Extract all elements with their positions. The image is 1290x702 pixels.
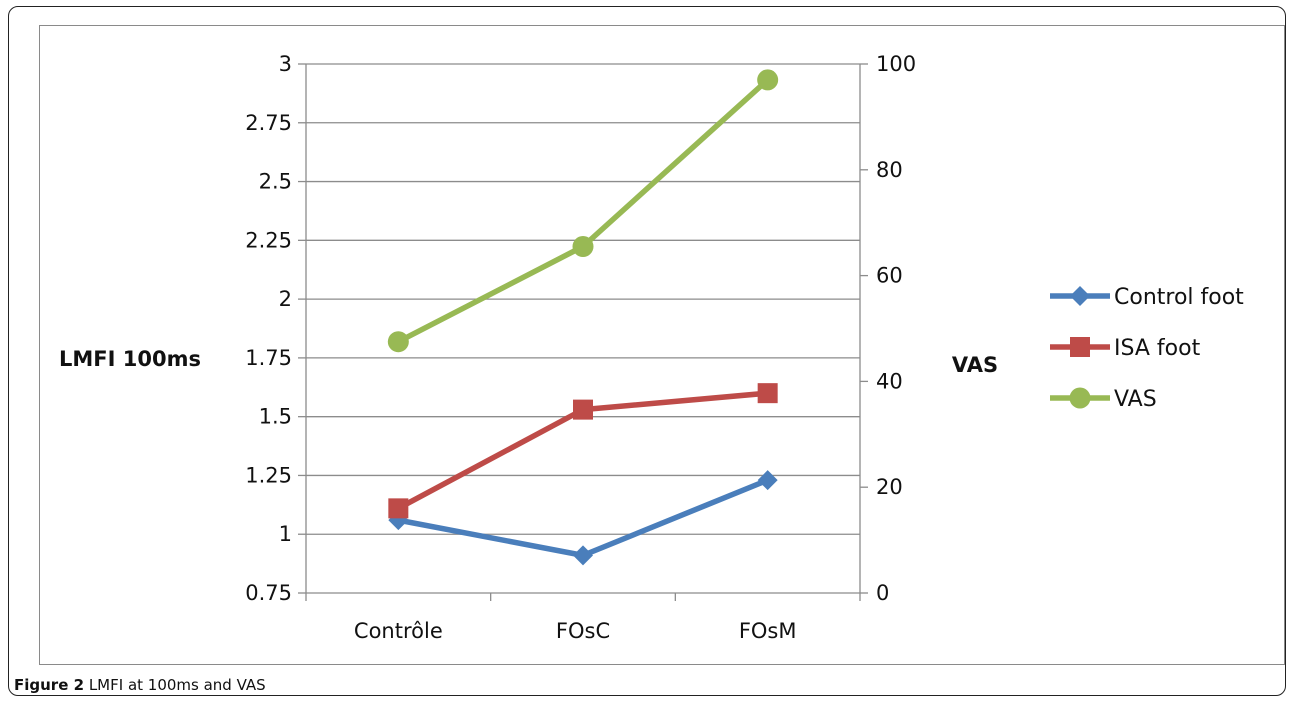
data-point-isa-foot bbox=[388, 498, 409, 519]
y-left-tick-label: 1.75 bbox=[245, 346, 292, 370]
y-left-tick-label: 2.5 bbox=[259, 170, 292, 194]
y-right-tick-label: 60 bbox=[876, 264, 903, 288]
data-point-isa-foot bbox=[573, 399, 593, 420]
data-point-control-foot bbox=[757, 470, 778, 491]
y-left-tick-label: 2.75 bbox=[245, 111, 292, 135]
y-right-tick-label: 0 bbox=[876, 581, 889, 605]
y-left-tick-label: 1.5 bbox=[259, 405, 292, 429]
series-line-control-foot bbox=[395, 477, 771, 559]
y-right-tick-label: 20 bbox=[876, 475, 903, 499]
chart-area: 0.75 1 1.25 1.5 1.75 2 2.25 2.5 2.75 3 0 20 40 60 80 10… bbox=[39, 25, 1285, 665]
legend-marker-isa-foot bbox=[1070, 337, 1090, 357]
y-right-tick-label: 100 bbox=[876, 52, 916, 76]
legend-label-control-foot: Control foot bbox=[1114, 285, 1244, 310]
y-left-axis-title: LMFI 100ms bbox=[59, 347, 201, 371]
y-left-tick-label: 3 bbox=[279, 52, 292, 76]
series-line-vas bbox=[395, 77, 771, 345]
data-point-vas bbox=[757, 69, 779, 91]
x-tick-label: FOsC bbox=[556, 619, 610, 643]
data-point-vas bbox=[572, 236, 594, 258]
y-right-axis-title: VAS bbox=[952, 353, 998, 377]
line-chart: 0.75 1 1.25 1.5 1.75 2 2.25 2.5 2.75 3 0 20 40 60 80 10… bbox=[59, 52, 1244, 643]
data-point-control-foot bbox=[573, 545, 593, 566]
legend-label-isa-foot: ISA foot bbox=[1114, 336, 1201, 361]
y-left-tick-label: 2.25 bbox=[245, 228, 292, 252]
x-tick-label: Contrôle bbox=[354, 619, 443, 643]
figure-caption: Figure 2 LMFI at 100ms and VAS bbox=[14, 676, 266, 694]
y-right-tick-label: 80 bbox=[876, 158, 903, 182]
data-point-isa-foot bbox=[757, 383, 778, 404]
x-tick-label: FOsM bbox=[739, 619, 797, 643]
legend-marker-control-foot bbox=[1070, 286, 1090, 306]
y-right-tick-label: 40 bbox=[876, 369, 903, 393]
figure-border: 0.75 1 1.25 1.5 1.75 2 2.25 2.5 2.75 3 0 20 40 60 80 10… bbox=[8, 6, 1286, 696]
y-left-tick-label: 1 bbox=[279, 522, 292, 546]
data-point-vas bbox=[387, 331, 409, 353]
legend-label-vas: VAS bbox=[1114, 387, 1157, 412]
legend-marker-vas bbox=[1069, 387, 1091, 409]
y-left-tick-label: 1.25 bbox=[245, 463, 292, 487]
caption-text: LMFI at 100ms and VAS bbox=[88, 676, 266, 694]
y-left-tick-label: 0.75 bbox=[245, 581, 292, 605]
caption-label: Figure 2 bbox=[14, 676, 85, 694]
y-left-tick-label: 2 bbox=[279, 287, 292, 311]
